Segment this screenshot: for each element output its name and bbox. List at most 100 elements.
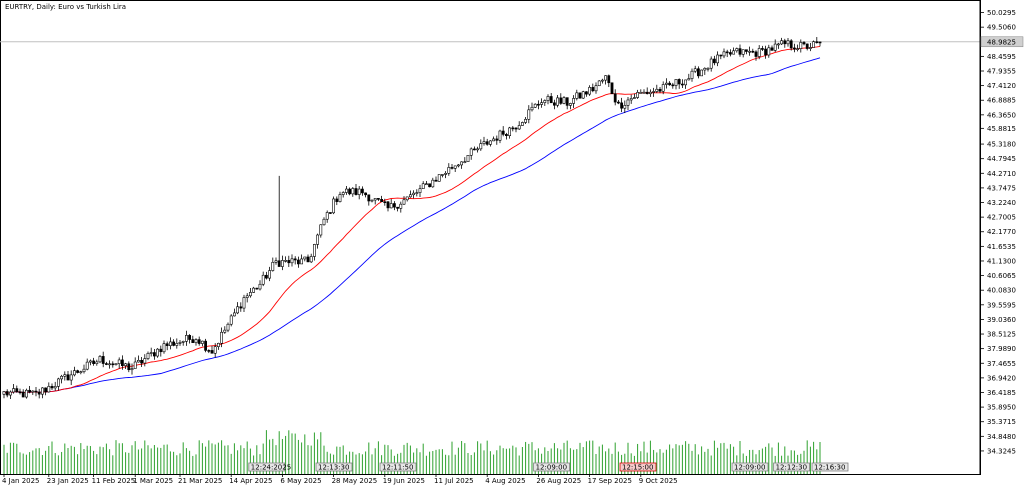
candle xyxy=(732,47,736,55)
candle xyxy=(559,93,563,105)
candle xyxy=(79,370,83,375)
candle xyxy=(121,355,124,370)
candle xyxy=(610,82,614,95)
price-tick-label: 37.9890 xyxy=(987,345,1016,353)
price-tick-label: 43.7475 xyxy=(987,184,1016,192)
candle xyxy=(130,363,134,375)
candle xyxy=(223,326,227,334)
current-price-box xyxy=(980,36,1024,48)
candle xyxy=(210,345,214,354)
candle xyxy=(12,384,16,394)
news-marker[interactable] xyxy=(731,462,769,472)
candle xyxy=(105,361,108,366)
date-tick-label: 17 Sep 2025 xyxy=(588,477,632,485)
news-marker-label: 12:13:30 xyxy=(318,464,349,472)
candle xyxy=(149,347,153,357)
candle xyxy=(178,340,182,346)
candle xyxy=(322,217,326,226)
candle xyxy=(572,95,576,109)
candle xyxy=(776,42,780,49)
candle xyxy=(818,41,822,47)
candle xyxy=(367,194,371,206)
candle xyxy=(450,163,454,170)
price-tick-label: 41.1300 xyxy=(987,257,1016,265)
candle xyxy=(604,75,608,85)
candle xyxy=(594,82,598,94)
candle xyxy=(437,174,441,182)
candle xyxy=(693,65,697,74)
candle xyxy=(415,189,419,197)
candle xyxy=(568,102,572,110)
candle xyxy=(376,198,380,201)
candle xyxy=(412,190,416,199)
candle xyxy=(802,41,806,46)
candle xyxy=(165,341,169,351)
candle xyxy=(648,89,652,97)
candle xyxy=(706,67,710,72)
news-marker[interactable] xyxy=(379,462,417,472)
candle xyxy=(117,357,121,369)
candle xyxy=(73,366,76,377)
candle xyxy=(226,322,230,333)
news-marker[interactable] xyxy=(619,462,657,472)
candle xyxy=(680,79,684,88)
candle xyxy=(306,254,310,263)
price-tick-label: 47.9355 xyxy=(987,68,1016,76)
candle xyxy=(488,140,492,147)
chart-title: EURTRY, Daily: Euro vs Turkish Lira xyxy=(5,3,126,11)
candle xyxy=(444,171,448,179)
candle xyxy=(66,370,70,381)
date-tick-label: 1 Mar 2025 xyxy=(133,477,173,485)
candle xyxy=(770,45,774,51)
price-tick-label: 38.5125 xyxy=(987,331,1016,339)
candle xyxy=(463,157,467,164)
news-marker[interactable] xyxy=(811,462,849,472)
candle xyxy=(188,334,192,344)
candle xyxy=(47,382,51,393)
candle xyxy=(146,351,150,361)
fast-moving-average-line xyxy=(3,45,821,394)
candle xyxy=(312,243,316,261)
price-tick-label: 45.3180 xyxy=(987,141,1016,149)
candle xyxy=(233,308,236,317)
candle xyxy=(453,165,457,173)
news-marker-label: 12:24:2025 xyxy=(251,464,291,472)
candle xyxy=(690,68,694,82)
candle xyxy=(389,199,393,209)
candle xyxy=(63,371,67,381)
candle xyxy=(485,138,489,146)
candle xyxy=(719,54,723,60)
candle xyxy=(2,391,6,399)
candle xyxy=(751,48,755,54)
news-marker[interactable] xyxy=(533,462,570,472)
candle xyxy=(114,363,118,366)
candle xyxy=(671,82,675,89)
candle xyxy=(543,99,547,106)
candle xyxy=(466,154,470,162)
candle xyxy=(335,196,339,206)
candle xyxy=(60,374,64,384)
candle xyxy=(709,56,713,72)
candle xyxy=(696,66,700,79)
candle xyxy=(600,78,604,84)
candle xyxy=(220,327,224,348)
candle xyxy=(639,89,643,94)
candle xyxy=(629,94,633,104)
candle xyxy=(620,97,624,113)
candle xyxy=(18,388,22,395)
candle xyxy=(597,80,601,87)
candle xyxy=(175,338,179,349)
news-marker[interactable] xyxy=(315,462,353,472)
candle xyxy=(501,126,505,137)
candle xyxy=(28,385,32,394)
candle xyxy=(796,44,800,52)
slow-moving-average-line xyxy=(3,57,821,394)
news-marker[interactable] xyxy=(248,462,286,472)
news-marker[interactable] xyxy=(773,462,810,472)
candle xyxy=(284,256,288,263)
candle xyxy=(799,39,803,53)
date-tick-label: 4 Jan 2025 xyxy=(2,477,40,485)
candle xyxy=(348,187,352,196)
